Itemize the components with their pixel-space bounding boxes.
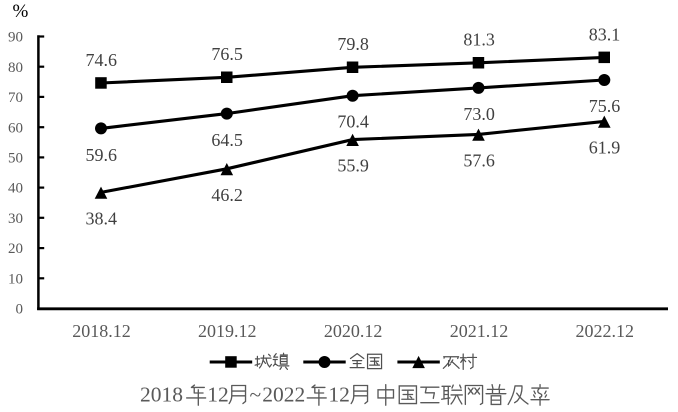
- svg-text:~: ~: [250, 383, 262, 407]
- svg-text:40: 40: [8, 181, 23, 197]
- svg-text:2020.12: 2020.12: [324, 321, 383, 341]
- svg-text:74.6: 74.6: [85, 50, 117, 70]
- svg-text:10: 10: [8, 271, 23, 287]
- svg-text:83.1: 83.1: [589, 24, 621, 44]
- svg-text:38.4: 38.4: [85, 208, 117, 228]
- svg-text:70.4: 70.4: [337, 112, 369, 132]
- svg-text:2018: 2018: [140, 383, 183, 407]
- svg-text:46.2: 46.2: [211, 185, 243, 205]
- svg-text:81.3: 81.3: [463, 30, 495, 50]
- svg-text:55.9: 55.9: [337, 156, 369, 176]
- svg-text:60: 60: [8, 120, 23, 136]
- svg-text:76.5: 76.5: [211, 44, 243, 64]
- svg-text:70: 70: [8, 90, 23, 106]
- svg-text:79.8: 79.8: [337, 34, 369, 54]
- svg-text:64.5: 64.5: [211, 130, 243, 150]
- svg-text:2022.12: 2022.12: [576, 321, 635, 341]
- svg-text:59.6: 59.6: [85, 145, 117, 165]
- svg-text:2019.12: 2019.12: [198, 321, 257, 341]
- svg-text:30: 30: [8, 211, 23, 227]
- svg-text:50: 50: [8, 151, 23, 167]
- svg-text:20: 20: [8, 241, 23, 257]
- svg-text:2022: 2022: [262, 383, 305, 407]
- svg-text:75.6: 75.6: [589, 96, 621, 116]
- svg-text:12: 12: [328, 383, 350, 407]
- svg-text:0: 0: [16, 302, 24, 318]
- svg-text:90: 90: [8, 30, 23, 46]
- svg-text:%: %: [13, 1, 29, 22]
- svg-text:2021.12: 2021.12: [450, 321, 509, 341]
- svg-text:73.0: 73.0: [463, 104, 495, 124]
- svg-text:2018.12: 2018.12: [72, 321, 131, 341]
- svg-text:61.9: 61.9: [589, 137, 621, 157]
- svg-text:12: 12: [207, 383, 229, 407]
- svg-text:57.6: 57.6: [463, 150, 495, 170]
- svg-text:80: 80: [8, 60, 23, 76]
